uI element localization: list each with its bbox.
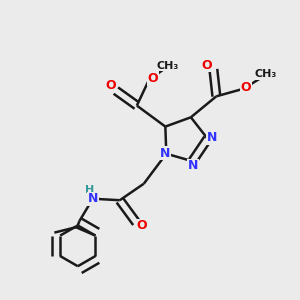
Text: N: N	[188, 159, 198, 172]
Text: O: O	[147, 72, 158, 85]
Text: N: N	[207, 131, 217, 144]
Text: N: N	[88, 192, 98, 205]
Text: N: N	[160, 147, 170, 160]
Text: CH₃: CH₃	[254, 69, 276, 80]
Text: O: O	[105, 79, 116, 92]
Text: H: H	[85, 185, 94, 195]
Text: O: O	[136, 219, 147, 232]
Text: CH₃: CH₃	[157, 61, 179, 71]
Text: O: O	[202, 58, 212, 72]
Text: O: O	[241, 81, 251, 94]
